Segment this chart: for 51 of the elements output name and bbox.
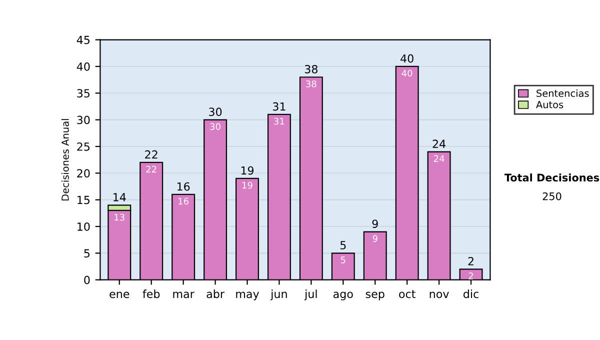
- y-tick-label: 35: [77, 89, 90, 98]
- x-tick-label: sep: [366, 292, 384, 300]
- x-tick-label: mar: [173, 292, 194, 298]
- total-label: 40: [400, 54, 414, 63]
- x-tick-label: oct: [399, 290, 416, 298]
- x-tick-label: ago: [333, 292, 353, 300]
- data-label: 13: [114, 214, 124, 221]
- total-label: 30: [209, 108, 222, 116]
- x-tick-label: dic: [464, 290, 478, 298]
- y-tick-label: 25: [77, 142, 90, 151]
- text: 250: [542, 192, 562, 200]
- legend-label: Sentencias: [536, 89, 589, 97]
- data-label: 31: [274, 118, 284, 125]
- y-tick-label: 0: [84, 276, 90, 284]
- text: Total Decisiones: [504, 173, 600, 182]
- total-label: 16: [177, 182, 190, 191]
- total-label: 31: [272, 102, 286, 111]
- y-tick-label: 15: [78, 196, 90, 204]
- data-label: 5: [340, 256, 346, 264]
- x-tick-label: feb: [142, 290, 160, 298]
- x-tick-label: jun: [270, 290, 287, 300]
- total-label: 2: [468, 256, 474, 266]
- x-tick-label: jul: [304, 290, 317, 300]
- x-tick-label: ene: [110, 292, 130, 298]
- total-label: 24: [432, 140, 446, 148]
- total-label: 22: [145, 150, 158, 159]
- data-label: 24: [434, 155, 444, 162]
- x-tick-label: abr: [206, 290, 224, 298]
- total-label: 19: [241, 166, 254, 175]
- total-label: 5: [340, 241, 346, 250]
- x-tick-label: nov: [430, 292, 449, 298]
- data-label: 9: [372, 235, 378, 242]
- y-tick-label: 5: [84, 249, 90, 258]
- data-label: 16: [178, 198, 188, 205]
- total-label: 9: [372, 220, 378, 228]
- data-label: 2: [468, 272, 473, 280]
- y-tick-label: 20: [77, 169, 90, 178]
- x-tick-label: may: [236, 292, 260, 300]
- data-label: 22: [146, 166, 156, 173]
- data-label: 19: [242, 182, 252, 189]
- data-label: 40: [402, 70, 412, 77]
- y-tick-label: 10: [78, 222, 90, 231]
- y-tick-label: 40: [76, 62, 90, 71]
- data-label: 38: [306, 80, 316, 88]
- y-tick-label: 30: [77, 116, 90, 124]
- legend-label: Autos: [536, 101, 564, 108]
- y-tick-label: 45: [76, 36, 90, 44]
- y-axis-title: Decisiones Anual: [61, 119, 69, 200]
- data-label: 30: [210, 123, 220, 130]
- total-label: 14: [114, 193, 126, 202]
- total-label: 38: [304, 64, 318, 74]
